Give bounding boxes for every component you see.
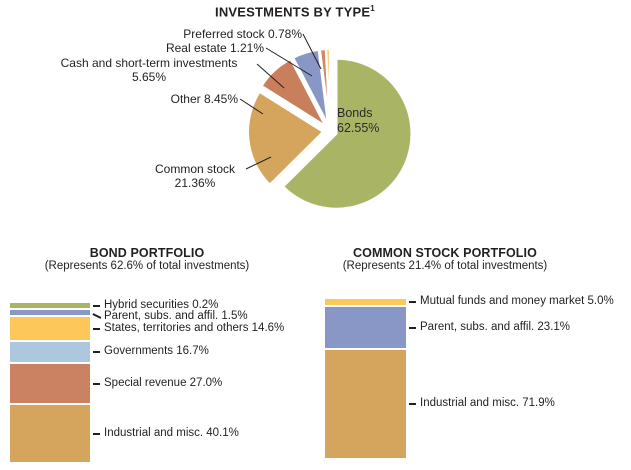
leader-line-real-estate xyxy=(265,47,313,77)
bar-segment-bond-portfolio-bar-states-territories-and-others xyxy=(10,317,90,340)
leader-line-preferred-stock xyxy=(302,33,322,70)
bar-segment-common-stock-portfolio-bar-industrial-and-misc xyxy=(325,350,406,458)
pie-slice-common-stock xyxy=(247,90,325,187)
pie-slice-preferred-stock xyxy=(325,47,331,125)
leader-dash-industrial-and-misc xyxy=(93,432,100,435)
bond-portfolio-title: BOND PORTFOLIO xyxy=(89,246,205,260)
callout-common-line2: 21.36% xyxy=(174,176,216,190)
bond-portfolio-subtitle: (Represents 62.6% of total investments) xyxy=(44,260,250,272)
label-bonds-in-slice: Bonds 62.55% xyxy=(337,106,379,136)
label-bonds-line2: 62.55% xyxy=(337,121,380,135)
pie-title-footnote-sup: 1 xyxy=(370,4,375,13)
bar-segment-label-special-revenue: Special revenue 27.0% xyxy=(104,376,223,389)
leader-line-cash xyxy=(256,63,285,89)
bar-segment-label-industrial-and-misc: Industrial and misc. 40.1% xyxy=(104,426,239,439)
common-stock-portfolio-subtitle: (Represents 21.4% of total investments) xyxy=(342,260,548,272)
pie-slice-bonds xyxy=(281,57,413,210)
bar-segment-label-governments: Governments 16.7% xyxy=(104,345,209,357)
callout-common-stock: Common stock 21.36% xyxy=(136,162,254,190)
leader-dash-hybrid-securities xyxy=(93,304,100,307)
leader-dash-states-territories-and-others xyxy=(93,327,100,330)
callout-cash-line2: 5.65% xyxy=(131,70,167,84)
bar-segment-bond-portfolio-bar-governments xyxy=(10,342,90,362)
leader-dash-special-revenue xyxy=(93,382,100,385)
bar-segment-label-hybrid-securities: Hybrid securities 0.2% xyxy=(104,298,219,311)
leader-dash-parent-subs-and-affil xyxy=(409,326,416,329)
leader-line-other xyxy=(239,98,264,115)
pie-slice-cash-and-short-term-investments xyxy=(291,48,329,125)
label-bonds-line1: Bonds xyxy=(337,106,373,120)
bar-segment-bond-portfolio-bar-special-revenue xyxy=(10,364,90,403)
bar-segment-label-parent-subs-and-affil: Parent, subs. and affil. 23.1% xyxy=(420,320,571,333)
pie-slice-other xyxy=(260,57,328,129)
leader-dash-governments xyxy=(93,351,100,353)
bar-segment-label-states-territories-and-others: States, territories and others 14.6% xyxy=(104,321,285,334)
callout-cash: Cash and short-term investments 5.65% xyxy=(40,56,258,84)
callout-cash-line1: Cash and short-term investments xyxy=(60,56,238,70)
pie-leader-lines xyxy=(239,33,322,170)
callout-common-line1: Common stock xyxy=(154,162,236,176)
bar-segment-label-industrial-and-misc: Industrial and misc. 71.9% xyxy=(420,397,555,409)
callout-other: Other 8.45% xyxy=(170,92,238,106)
pie-title-text: INVESTMENTS BY TYPE xyxy=(215,4,371,20)
leader-dash-industrial-and-misc xyxy=(409,403,416,405)
pie-slices-group xyxy=(247,47,413,210)
bar-segment-common-stock-portfolio-bar-mutual-funds-and-money-market xyxy=(325,299,406,305)
callout-preferred-stock: Preferred stock 0.78% xyxy=(183,27,302,41)
bar-segment-bond-portfolio-bar-parent-subs-and-affil xyxy=(10,310,90,315)
bar-segment-label-parent-subs-and-affil: Parent, subs. and affil. 1.5% xyxy=(104,309,248,322)
bar-segment-bond-portfolio-bar-industrial-and-misc xyxy=(10,405,90,462)
pie-title: INVESTMENTS BY TYPE1 xyxy=(140,4,450,19)
leader-line-common-stock xyxy=(245,156,272,170)
leader-dash-mutual-funds-and-money-market xyxy=(409,301,416,303)
bar-segment-label-mutual-funds-and-money-market: Mutual funds and money market 5.0% xyxy=(420,295,614,307)
bar-segment-bond-portfolio-bar-hybrid-securities xyxy=(10,303,90,308)
bar-segment-common-stock-portfolio-bar-parent-subs-and-affil xyxy=(325,307,406,348)
callout-real-estate: Real estate 1.21% xyxy=(165,41,264,55)
common-stock-portfolio-title: COMMON STOCK PORTFOLIO xyxy=(353,246,537,260)
